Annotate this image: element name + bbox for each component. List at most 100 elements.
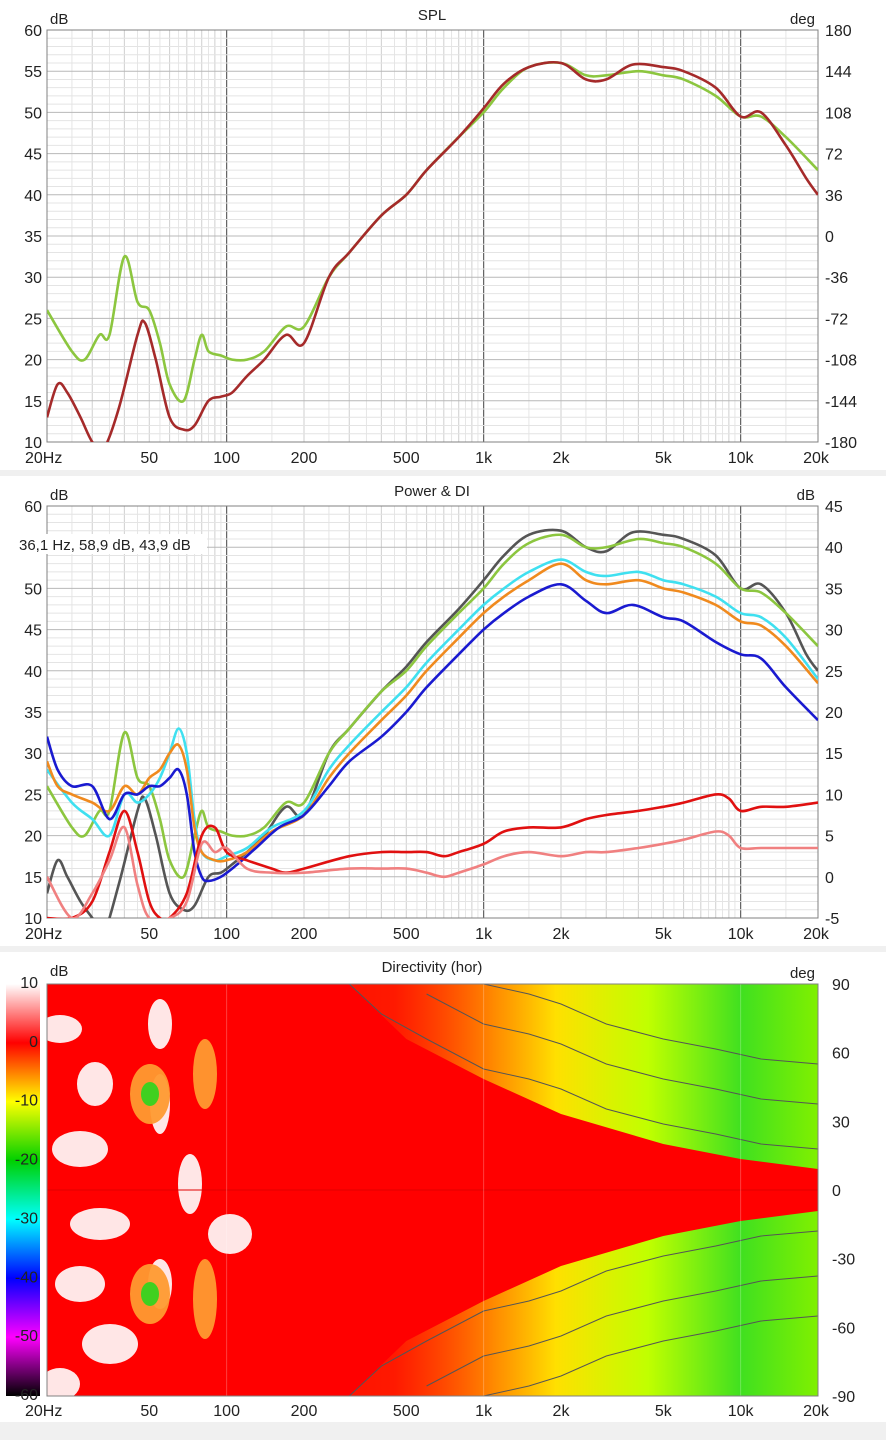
cursor-readout-bg (17, 534, 207, 554)
series-group (47, 528, 818, 918)
y-tick-label: 60 (832, 1046, 850, 1063)
x-tick-label: 200 (291, 1403, 318, 1420)
contour-line (426, 1275, 818, 1387)
y2-tick-label: -180 (825, 435, 857, 452)
x-tick-label: 20Hz (25, 926, 62, 943)
y-tick-label: 15 (24, 870, 42, 887)
y2-tick-label: -144 (825, 394, 857, 411)
low-freq-blob (77, 1062, 113, 1106)
y-axis-unit-label: deg (790, 965, 815, 982)
y2-tick-label: 15 (825, 746, 843, 763)
x-tick-label: 100 (213, 450, 240, 467)
series-line-blue (47, 582, 818, 883)
y-tick-label: 15 (24, 394, 42, 411)
y2-tick-label: -108 (825, 353, 857, 370)
low-freq-blob (52, 1131, 108, 1167)
y2-tick-label: 0 (825, 870, 834, 887)
y2-tick-label: 144 (825, 64, 852, 81)
x-tick-label: 50 (140, 926, 158, 943)
y-tick-label: 60 (24, 499, 42, 516)
colorbar-tick-label: -60 (15, 1387, 38, 1404)
off-axis-band-top (47, 984, 818, 1169)
series-line-pink (47, 825, 818, 918)
y-tick-label: 40 (24, 664, 42, 681)
spl-chart: 60 55 50 45 40 35 30 25 20 15 10 180 144 108 72 36 0 -36 -… (24, 7, 857, 467)
contour-line (426, 993, 818, 1105)
x-tick-label: 20k (803, 926, 830, 943)
y-tick-label: -30 (832, 1252, 855, 1269)
y-tick-label: 55 (24, 64, 42, 81)
heatmap-body (47, 984, 818, 1396)
chart-title: SPL (418, 7, 446, 24)
y2-tick-label: -72 (825, 311, 848, 328)
y-tick-label: 20 (24, 353, 42, 370)
y-tick-label: 0 (832, 1183, 841, 1200)
orange-blob (193, 1039, 217, 1109)
directivity-chart-panel: 10 0 -10 -20 -30 -40 -50 -60 90 60 30 0 -30 -60 -90 20H… (0, 952, 886, 1422)
series-line-green (47, 533, 818, 879)
power-di-chart-panel: 6055504540353025201510454035302520151050… (0, 476, 886, 946)
x-tick-label: 20k (803, 450, 830, 467)
y2-tick-label: 108 (825, 105, 852, 122)
x-tick-label: 2k (553, 926, 571, 943)
y-tick-label: 50 (24, 581, 42, 598)
low-freq-blob (47, 1015, 82, 1043)
x-tick-label: 200 (291, 926, 318, 943)
low-freq-blob (82, 1324, 138, 1364)
y-tick-label: 40 (24, 188, 42, 205)
contour-line (348, 1230, 818, 1396)
cursor-readout: 36,1 Hz, 58,9 dB, 43,9 dB (19, 537, 191, 554)
chart-title: Directivity (hor) (382, 959, 483, 976)
y2-tick-label: 40 (825, 540, 843, 557)
x-tick-label: 5k (655, 1403, 673, 1420)
colorbar-unit-label: dB (50, 963, 68, 980)
series-line-cyan (47, 558, 818, 862)
y2-tick-label: 45 (825, 499, 843, 516)
y2-tick-label: 72 (825, 147, 843, 164)
colorbar-tick-label: -10 (15, 1093, 38, 1110)
x-tick-label: 100 (213, 926, 240, 943)
chart-title: Power & DI (394, 483, 470, 500)
y-tick-label: 30 (832, 1114, 850, 1131)
x-tick-label: 100 (213, 1403, 240, 1420)
y2-tick-label: -36 (825, 270, 848, 287)
series-line-red (47, 792, 818, 918)
y-tick-label: 30 (24, 270, 42, 287)
y-tick-label: 45 (24, 147, 42, 164)
green-blob (141, 1282, 159, 1306)
colorbar-tick-label: -40 (15, 1269, 38, 1286)
y2-tick-label: 35 (825, 581, 843, 598)
colorbar-tick-label: 10 (20, 975, 38, 992)
x-tick-label: 2k (553, 1403, 571, 1420)
colorbar-tick-label: -50 (15, 1328, 38, 1345)
low-freq-blob (70, 1208, 130, 1240)
series-group (47, 60, 818, 442)
y-tick-label: 10 (24, 435, 42, 452)
y2-axis-unit-label: dB (797, 487, 815, 504)
orange-blob (193, 1259, 217, 1339)
y2-tick-label: -5 (825, 911, 839, 928)
y-tick-label: 20 (24, 829, 42, 846)
contour-line (483, 1315, 818, 1396)
y2-tick-label: 5 (825, 829, 834, 846)
contour-line (348, 984, 818, 1150)
low-freq-blob (148, 999, 172, 1049)
low-freq-blob (47, 1368, 80, 1396)
y-tick-label: 35 (24, 705, 42, 722)
plot-border (46, 983, 819, 1397)
x-tick-label: 10k (728, 1403, 755, 1420)
x-tick-label: 5k (655, 450, 673, 467)
x-tick-label: 50 (140, 450, 158, 467)
y-tick-label: -60 (832, 1320, 855, 1337)
contour-line (483, 984, 818, 1065)
y-tick-label: 90 (832, 977, 850, 994)
colorbar-tick-label: 0 (29, 1034, 38, 1051)
series-line-green (47, 61, 818, 403)
colorbar-tick-label: -30 (15, 1210, 38, 1227)
x-tick-label: 500 (393, 1403, 420, 1420)
y2-tick-label: 180 (825, 23, 852, 40)
y-tick-label: 45 (24, 623, 42, 640)
y-tick-label: 10 (24, 911, 42, 928)
x-tick-label: 500 (393, 450, 420, 467)
green-blob (141, 1082, 159, 1106)
